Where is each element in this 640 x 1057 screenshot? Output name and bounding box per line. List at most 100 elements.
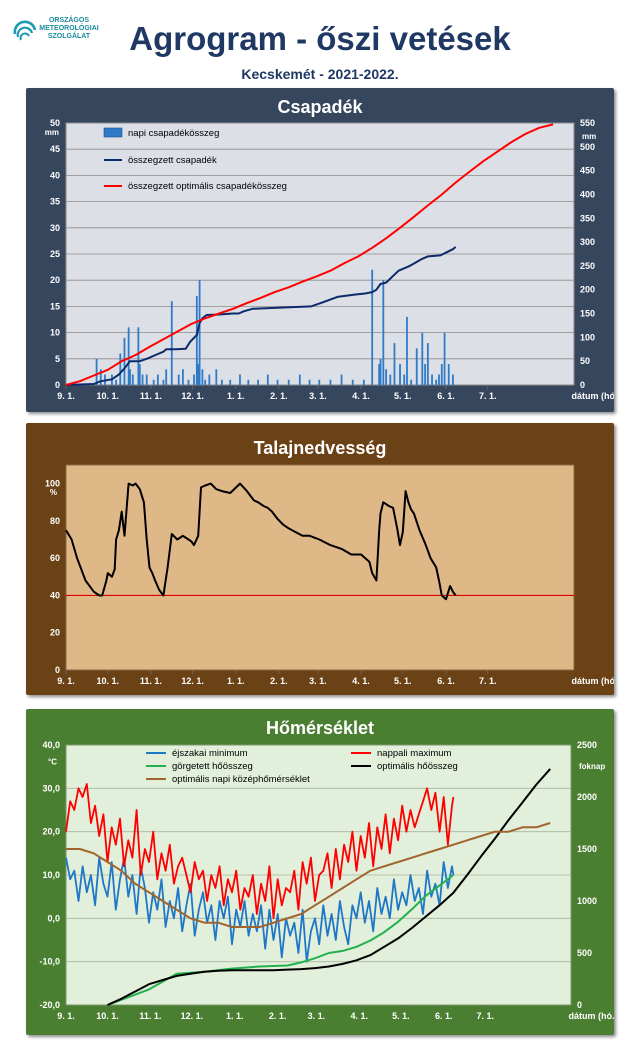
x-tick-label: 1. 1. xyxy=(226,1011,244,1021)
precip-bar xyxy=(340,374,343,385)
precip-bar xyxy=(165,369,168,385)
precip-bar xyxy=(170,301,173,385)
precip-bar xyxy=(438,374,440,385)
x-tick-label: 9. 1. xyxy=(57,676,75,686)
precip-bar xyxy=(99,369,102,385)
optimal-heat-sum-line xyxy=(107,768,551,1006)
precip-bar xyxy=(447,364,450,385)
x-tick-label: 2. 1. xyxy=(269,1011,287,1021)
y-tick-label: -10,0 xyxy=(39,957,60,967)
y2-tick-label: 300 xyxy=(580,237,595,247)
precip-bar xyxy=(201,369,204,385)
precip-bar xyxy=(298,374,301,385)
precip-bar xyxy=(276,379,279,385)
x-tick-label: 12. 1. xyxy=(181,1011,204,1021)
y2-axis-label: mm xyxy=(582,132,596,141)
precip-bar xyxy=(119,353,122,385)
x-tick-label: 3. 1. xyxy=(308,1011,326,1021)
x-tick-label: 10. 1. xyxy=(96,391,119,401)
optimal-precip-line xyxy=(65,123,554,386)
precip-bar xyxy=(421,332,424,385)
omsz-logo xyxy=(10,14,110,54)
y-tick-label: 35 xyxy=(50,197,60,207)
precip-bar xyxy=(247,379,250,385)
plot-area xyxy=(65,464,575,671)
x-axis-label: dátum (hó.nap) xyxy=(572,676,615,686)
precip-bar xyxy=(131,374,134,385)
precip-bar xyxy=(351,379,354,385)
x-tick-label: 5. 1. xyxy=(394,676,412,686)
x-axis-label: dátum (hó.nap) xyxy=(572,391,615,401)
precip-bar xyxy=(431,374,433,385)
x-tick-label: 11. 1. xyxy=(139,1011,161,1021)
x-tick-label: 6. 1. xyxy=(437,676,455,686)
y-tick-label: 5 xyxy=(55,354,60,364)
x-tick-label: 1. 1. xyxy=(227,391,245,401)
precip-bar xyxy=(426,343,429,385)
y2-tick-label: 0 xyxy=(580,380,585,390)
x-tick-label: 6. 1. xyxy=(435,1011,453,1021)
precip-bar xyxy=(138,364,141,385)
y-tick-label: 20 xyxy=(50,628,60,638)
precip-bar xyxy=(220,379,223,385)
x-tick-label: 3. 1. xyxy=(309,676,327,686)
y-tick-label: 10 xyxy=(50,328,60,338)
precip-bar xyxy=(187,379,190,385)
x-axis-label: dátum (hó.nap) xyxy=(569,1011,615,1021)
precip-bar xyxy=(137,327,140,385)
precip-bar xyxy=(318,379,321,385)
y-axis-label: mm xyxy=(45,128,59,137)
precip-bar xyxy=(385,369,388,385)
x-tick-label: 10. 1. xyxy=(96,676,119,686)
x-tick-label: 4. 1. xyxy=(351,1011,369,1021)
precip-bar xyxy=(123,337,126,385)
precip-bar xyxy=(145,374,148,385)
cumulative-precip-line xyxy=(65,246,457,386)
y-tick-label: 30 xyxy=(50,223,60,233)
temperature-title: Hőmérséklet xyxy=(265,718,375,738)
precip-bar xyxy=(452,374,454,385)
legend-label: nappali maximum xyxy=(377,748,452,759)
y2-tick-label: 0 xyxy=(577,1000,582,1010)
y-tick-label: 20,0 xyxy=(42,827,60,837)
precip-bar xyxy=(127,327,130,385)
precipitation-chart: 0510152025303540455005010015020025030035… xyxy=(45,118,615,401)
y-tick-label: 40 xyxy=(50,170,60,180)
x-tick-label: 9. 1. xyxy=(57,1011,75,1021)
precip-bar xyxy=(443,332,446,385)
precip-bar xyxy=(129,369,131,385)
precip-bar xyxy=(215,369,218,385)
precip-bar xyxy=(193,374,195,385)
precip-bar xyxy=(415,348,418,385)
precip-bar xyxy=(362,379,365,385)
y2-tick-label: 50 xyxy=(580,356,590,366)
y-tick-label: 40,0 xyxy=(42,740,60,750)
precip-bar xyxy=(141,374,144,385)
optimal-mean-temp-line xyxy=(66,822,551,928)
y-tick-label: 80 xyxy=(50,516,60,526)
precip-bar xyxy=(308,379,311,385)
x-tick-label: 10. 1. xyxy=(96,1011,119,1021)
precip-bar xyxy=(379,358,382,385)
legend-label: éjszakai minimum xyxy=(172,748,248,759)
precip-bar xyxy=(440,364,443,385)
x-tick-label: 5. 1. xyxy=(394,391,412,401)
legend-label: optimális hőösszeg xyxy=(377,761,458,772)
precipitation-title: Csapadék xyxy=(277,97,363,117)
y2-tick-label: 500 xyxy=(577,948,592,958)
x-tick-label: 7. 1. xyxy=(476,1011,494,1021)
y-tick-label: 40 xyxy=(50,590,60,600)
precip-bar xyxy=(266,374,269,385)
temperature-panel: Hőmérséklet -20,0 -10,0 0,0 10,0 20,0 30,0 40,… xyxy=(26,709,614,1035)
y-tick-label: -20,0 xyxy=(39,1000,60,1010)
y2-tick-label: 350 xyxy=(580,213,595,223)
y2-tick-label: 550 xyxy=(580,118,595,128)
y-tick-label: 30,0 xyxy=(42,783,60,793)
y-axis-label: °C xyxy=(48,758,57,767)
soil-moisture-line xyxy=(65,482,457,601)
precip-bar xyxy=(156,374,159,385)
legend-swatch-bar xyxy=(103,127,123,138)
x-tick-label: 3. 1. xyxy=(309,391,327,401)
y-tick-label: 50 xyxy=(50,118,60,128)
y-tick-label: 0 xyxy=(55,380,60,390)
